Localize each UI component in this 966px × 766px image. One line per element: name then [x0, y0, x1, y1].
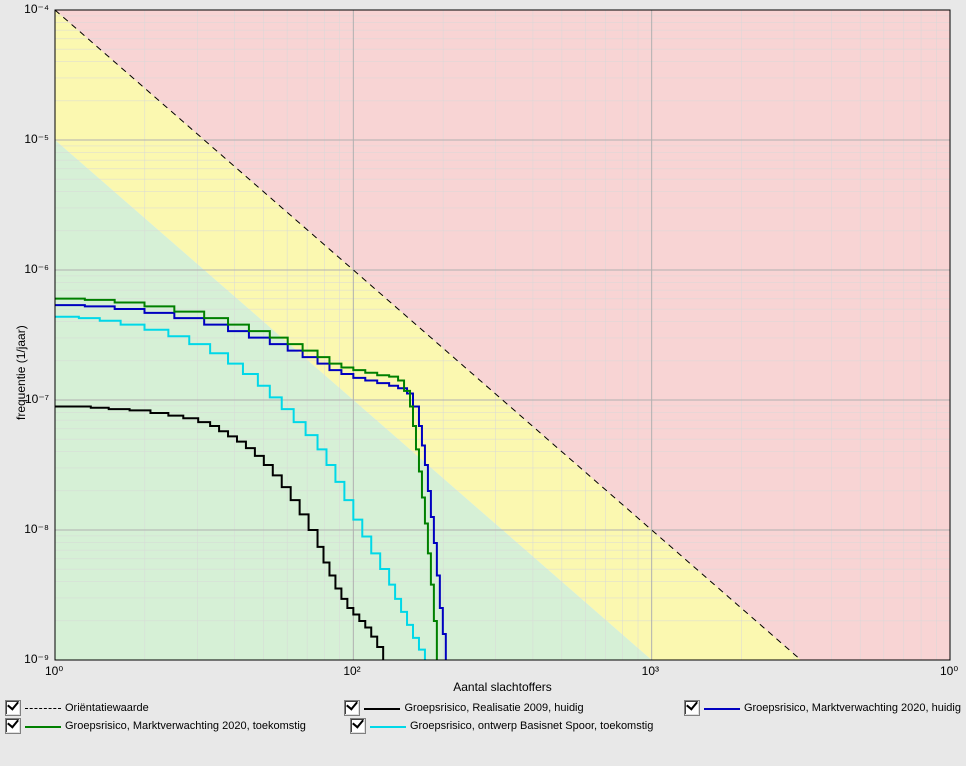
legend-swatch	[370, 719, 406, 733]
legend-swatch	[25, 701, 61, 715]
x-tick-label: 10²	[343, 664, 360, 678]
x-tick-label: 10⁰	[45, 664, 63, 678]
y-tick-label: 10⁻⁸	[24, 522, 49, 536]
legend-checkbox[interactable]	[344, 700, 360, 716]
legend-swatch	[704, 701, 740, 715]
legend-label: Oriëntatiewaarde	[65, 702, 149, 714]
legend-item: Groepsrisico, Marktverwachting 2020, toe…	[5, 717, 350, 735]
legend-item: Oriëntatiewaarde	[5, 699, 344, 717]
y-tick-label: 10⁻⁴	[24, 2, 49, 16]
legend-checkbox[interactable]	[684, 700, 700, 716]
legend-item: Groepsrisico, ontwerp Basisnet Spoor, to…	[350, 717, 695, 735]
legend-label: Groepsrisico, Marktverwachting 2020, hui…	[744, 702, 961, 714]
legend-swatch	[364, 701, 400, 715]
x-tick-label: 10⁰	[940, 664, 958, 678]
fn-chart	[0, 0, 966, 763]
chart-container: frequentie (1/jaar) Aantal slachtoffers …	[0, 0, 966, 763]
legend-label: Groepsrisico, ontwerp Basisnet Spoor, to…	[410, 720, 653, 732]
x-tick-label: 10³	[642, 664, 659, 678]
legend-label: Groepsrisico, Realisatie 2009, huidig	[404, 702, 583, 714]
legend-checkbox[interactable]	[5, 700, 21, 716]
legend-item: Groepsrisico, Realisatie 2009, huidig	[344, 699, 683, 717]
y-tick-label: 10⁻⁶	[24, 262, 49, 276]
legend-checkbox[interactable]	[5, 718, 21, 734]
legend-checkbox[interactable]	[350, 718, 366, 734]
legend-label: Groepsrisico, Marktverwachting 2020, toe…	[65, 720, 306, 732]
y-tick-label: 10⁻⁵	[24, 132, 49, 146]
y-tick-label: 10⁻⁷	[25, 392, 49, 406]
legend-swatch	[25, 719, 61, 733]
x-axis-label: Aantal slachtoffers	[55, 680, 950, 694]
legend-row: Oriëntatiewaarde Groepsrisico, Realisatie…	[5, 699, 961, 717]
legend-row: Groepsrisico, Marktverwachting 2020, toe…	[5, 717, 961, 735]
legend-item: Groepsrisico, Marktverwachting 2020, hui…	[684, 699, 961, 717]
